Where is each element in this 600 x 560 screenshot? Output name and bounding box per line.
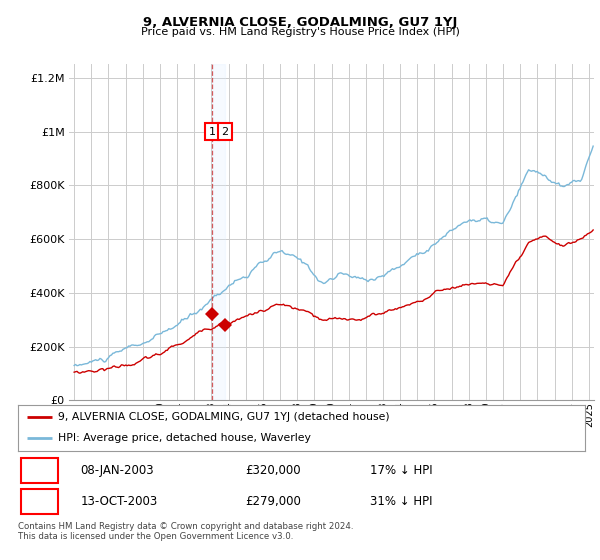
Text: 2: 2: [221, 127, 229, 137]
Bar: [212, 64, 225, 400]
Text: 9, ALVERNIA CLOSE, GODALMING, GU7 1YJ: 9, ALVERNIA CLOSE, GODALMING, GU7 1YJ: [143, 16, 457, 29]
Text: 1: 1: [35, 464, 43, 477]
Text: 2: 2: [35, 494, 43, 508]
Text: £279,000: £279,000: [245, 494, 301, 508]
Text: 1: 1: [208, 127, 215, 137]
Text: 17% ↓ HPI: 17% ↓ HPI: [370, 464, 432, 477]
Text: 9, ALVERNIA CLOSE, GODALMING, GU7 1YJ (detached house): 9, ALVERNIA CLOSE, GODALMING, GU7 1YJ (d…: [58, 412, 389, 422]
FancyBboxPatch shape: [21, 489, 58, 514]
Text: 31% ↓ HPI: 31% ↓ HPI: [370, 494, 432, 508]
Text: 08-JAN-2003: 08-JAN-2003: [80, 464, 154, 477]
Text: Price paid vs. HM Land Registry's House Price Index (HPI): Price paid vs. HM Land Registry's House …: [140, 27, 460, 37]
Text: Contains HM Land Registry data © Crown copyright and database right 2024.
This d: Contains HM Land Registry data © Crown c…: [18, 522, 353, 542]
Text: HPI: Average price, detached house, Waverley: HPI: Average price, detached house, Wave…: [58, 433, 311, 444]
Text: 13-OCT-2003: 13-OCT-2003: [80, 494, 158, 508]
FancyBboxPatch shape: [21, 458, 58, 483]
Text: £320,000: £320,000: [245, 464, 301, 477]
